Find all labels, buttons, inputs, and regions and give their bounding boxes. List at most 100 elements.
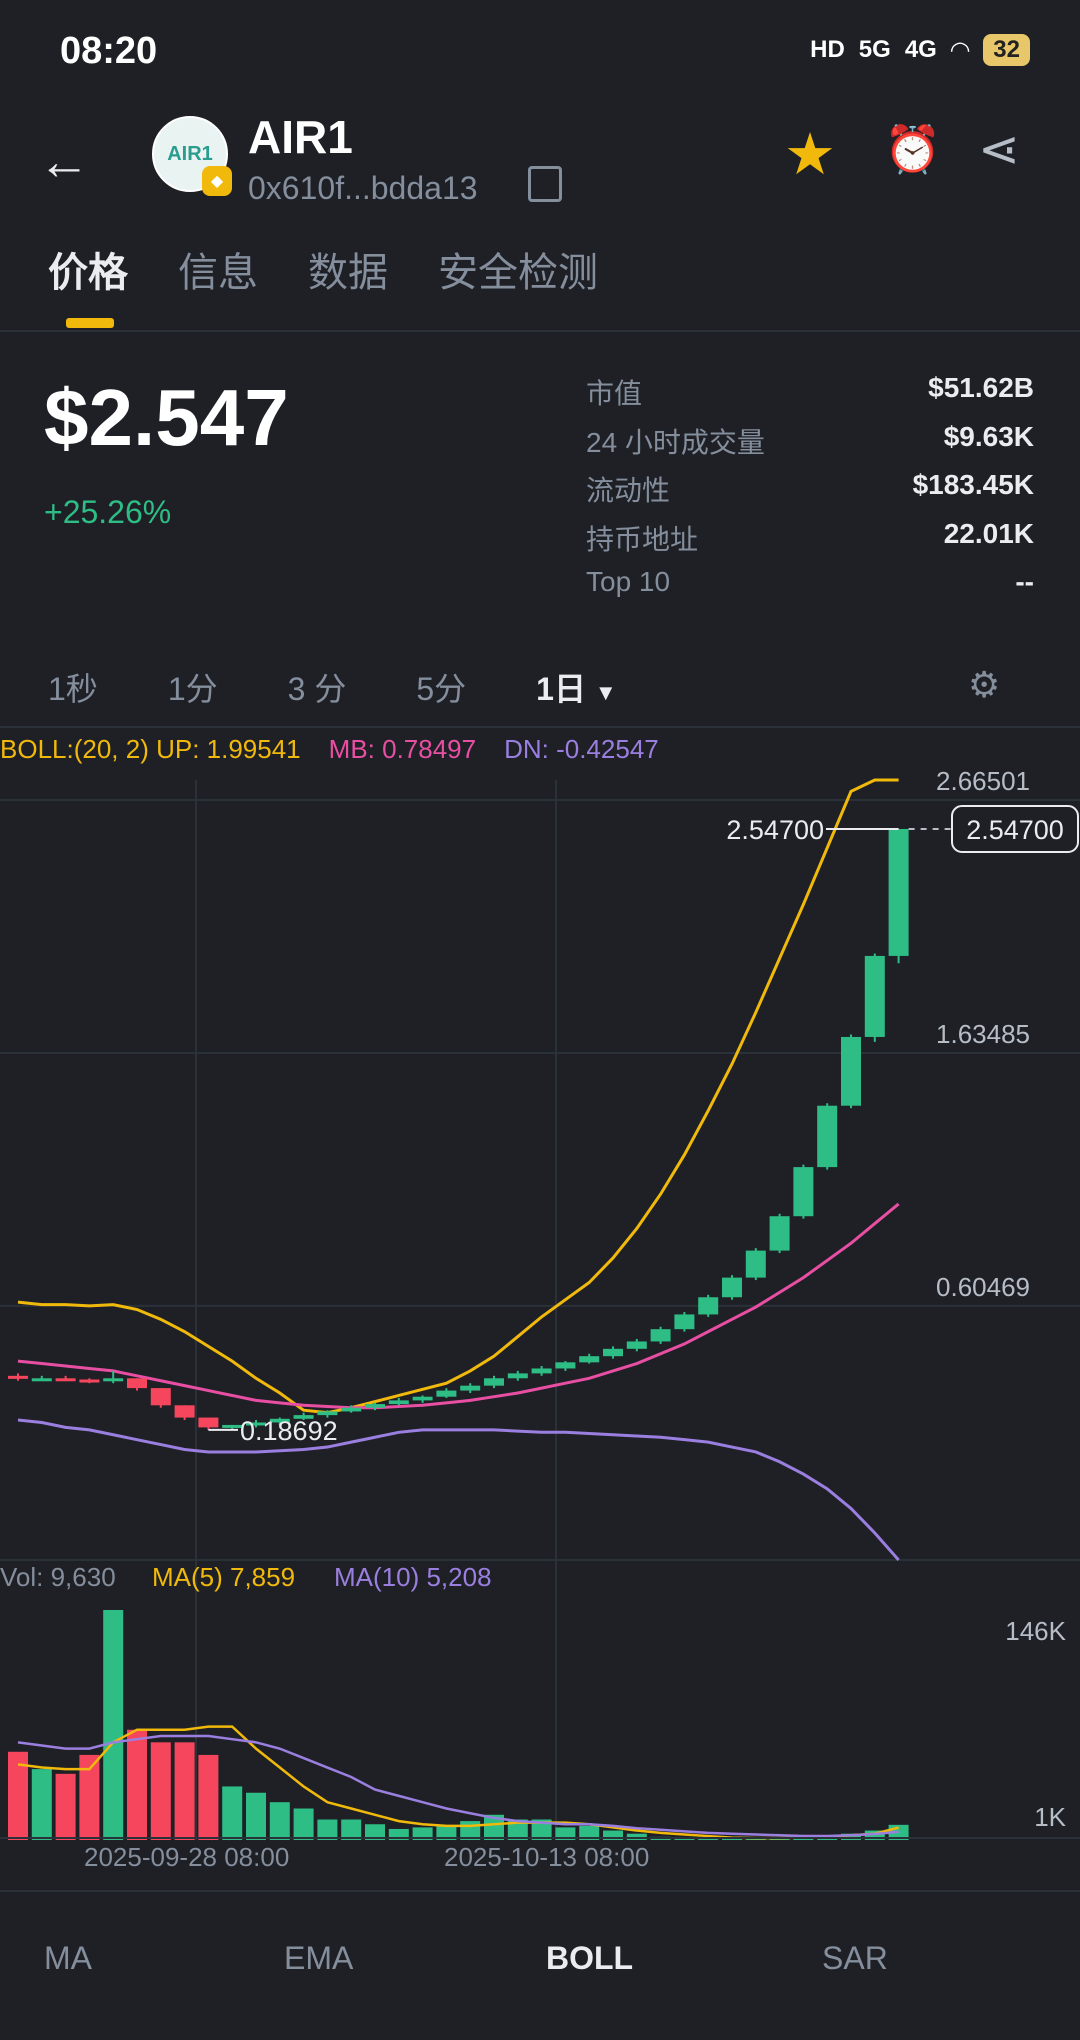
vol-legend-ma10: MA(10) 5,208 (334, 1562, 492, 1592)
interval-3m[interactable]: 3 分 (287, 671, 347, 707)
indicator-boll[interactable]: BOLL (546, 1940, 634, 1976)
current-price: $2.547 (44, 373, 289, 462)
candle-body (793, 1167, 814, 1217)
stat-market-cap: 市值 $51.62B (586, 372, 1034, 409)
share-icon[interactable]: ⋖ (978, 121, 1020, 177)
volume-bar (79, 1754, 100, 1840)
candle-body (436, 1390, 457, 1397)
volume-bar (246, 1792, 266, 1840)
candle-body (174, 1405, 195, 1418)
last-price-box (951, 804, 1079, 853)
vol-ma5-line (17, 1725, 899, 1840)
indicator-ma[interactable]: MA (44, 1940, 92, 1976)
volume-bar (293, 1808, 314, 1840)
last-price-label: 2.54700 (966, 815, 1064, 845)
price-change: +25.26% (44, 494, 172, 530)
volume-bar (388, 1828, 409, 1840)
boll-mb-line (17, 1202, 900, 1410)
divider (0, 726, 1080, 728)
volume-bar (579, 1825, 600, 1840)
candle-body (888, 828, 909, 956)
volume-axis-label: 146K (1005, 1616, 1066, 1646)
status-time: 08:20 (60, 30, 158, 72)
main-tabs: 价格 信息 数据 安全检测 (48, 240, 598, 298)
volume-bar (198, 1754, 219, 1840)
chart-settings-icon[interactable]: ⚙ (968, 664, 1001, 705)
volume-bar (507, 1819, 528, 1840)
volume-bar (698, 1838, 719, 1840)
candle-body (817, 1105, 838, 1168)
interval-1m[interactable]: 1分 (167, 671, 218, 707)
tab-security[interactable]: 安全检测 (438, 251, 598, 295)
token-stats: 市值 $51.62B 24 小时成交量 $9.63K 流动性 $183.45K 持币地… (586, 372, 1034, 615)
candle-body (650, 1329, 671, 1342)
tab-info[interactable]: 信息 (178, 251, 258, 295)
candle-body (626, 1341, 647, 1349)
stat-holders: 持币地址 22.01K (586, 517, 1034, 555)
tab-data[interactable]: 数据 (308, 251, 388, 295)
hd-icon: HD (810, 36, 845, 63)
price-chart[interactable]: 2.66501 1.63485 0.60469 2.54700 2.54700 0.186… (0, 760, 1080, 1840)
price-axis-label: 0.60469 (936, 1272, 1030, 1302)
volume-bar (55, 1773, 76, 1840)
candle-body (579, 1356, 600, 1363)
boll-dn: DN: -0.42547 (504, 734, 659, 764)
volume-bar (31, 1769, 52, 1840)
candle-body (293, 1415, 314, 1419)
volume-bar (864, 1830, 885, 1840)
price-alert-icon[interactable]: ⏰ (884, 123, 942, 175)
candle-body (555, 1362, 576, 1369)
boll-params: BOLL:(20, 2) UP: 1.99541 (0, 734, 301, 764)
chain-badge-icon: ◆ (202, 166, 232, 196)
volume-bar (436, 1825, 457, 1840)
token-name: AIR1 (248, 111, 353, 163)
interval-5m[interactable]: 5分 (416, 671, 467, 707)
candle-body (341, 1407, 362, 1412)
active-tab-indicator (66, 318, 114, 328)
wifi-icon: ◠ (950, 36, 970, 64)
candle-body (55, 1378, 76, 1382)
volume-bar (626, 1833, 647, 1840)
candle-body (269, 1418, 290, 1423)
vol-ma10-line (17, 1734, 899, 1838)
candle-body (603, 1348, 623, 1357)
volume-bar (484, 1814, 504, 1840)
token-header: ← AIR1 ◆ AIR1 0x610f...bdda13 ★ ⏰ ⋖ (0, 110, 1080, 220)
candle-body (246, 1422, 266, 1426)
signal-5g-icon: 5G (858, 36, 891, 63)
interval-1d[interactable]: 1日 ▼ (536, 671, 617, 707)
volume-bar (555, 1827, 576, 1840)
candle-body (127, 1378, 147, 1389)
volume-bar (603, 1830, 623, 1840)
candle-body (412, 1396, 433, 1401)
divider (0, 1890, 1080, 1892)
price-axis-label: 1.63485 (936, 1019, 1030, 1049)
indicator-ema[interactable]: EMA (284, 1940, 354, 1976)
vol-legend-vol: Vol: 9,630 (0, 1562, 116, 1592)
boll-dn-line (17, 1418, 900, 1561)
low-label: 0.18692 (240, 1416, 338, 1446)
volume-bar (317, 1819, 338, 1840)
candle-body (150, 1388, 171, 1406)
candle-body (388, 1400, 409, 1405)
candle-body (484, 1378, 504, 1386)
favorite-star-icon[interactable]: ★ (784, 122, 836, 187)
chevron-down-icon: ▼ (594, 680, 617, 705)
candle-body (198, 1417, 219, 1428)
stat-top10: Top 10 -- (586, 566, 1034, 597)
volume-bar (722, 1838, 742, 1840)
indicator-sar[interactable]: SAR (822, 1940, 888, 1976)
x-axis-date-label: 2025-10-13 08:00 (444, 1842, 650, 1872)
volume-bar (269, 1802, 290, 1840)
copy-icon[interactable] (528, 166, 562, 202)
token-logo: AIR1 (152, 116, 228, 192)
interval-1s[interactable]: 1秒 (48, 671, 98, 707)
vol-legend-ma5: MA(5) 7,859 (152, 1562, 295, 1592)
volume-bar (127, 1729, 147, 1840)
candle-body (8, 1375, 28, 1379)
status-bar: 08:20 HD 5G 4G ◠ 32 (0, 0, 1080, 100)
candle-body (698, 1297, 719, 1315)
tab-price[interactable]: 价格 (48, 251, 128, 295)
volume-bar (103, 1610, 124, 1840)
back-arrow-icon[interactable]: ← (38, 133, 90, 191)
